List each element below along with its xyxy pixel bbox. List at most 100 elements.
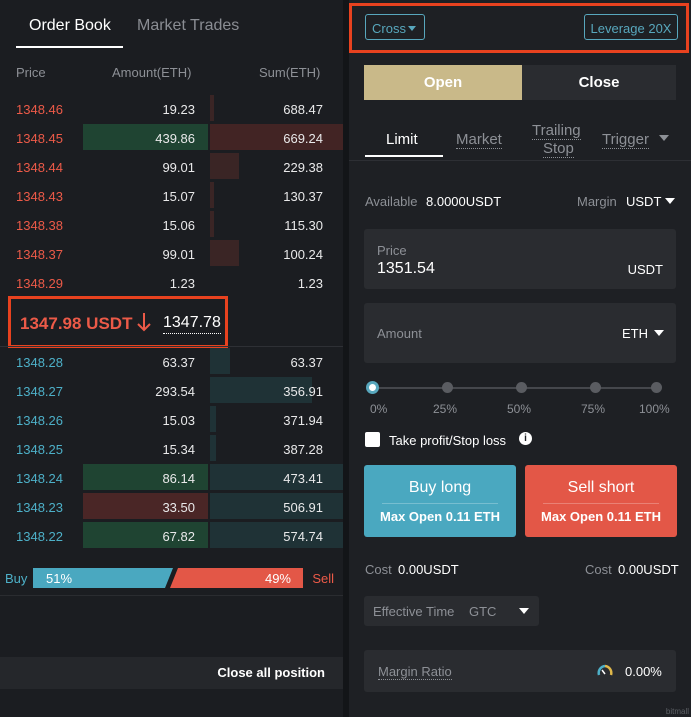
- amount-slider-track[interactable]: [371, 387, 655, 389]
- ask-sum: 130.37: [283, 189, 323, 204]
- tpsl-checkbox[interactable]: [365, 432, 380, 447]
- ask-amount: 15.07: [162, 189, 195, 204]
- bid-row[interactable]: 1348.27 293.54 356.91: [0, 377, 343, 406]
- bid-sum: 473.41: [283, 471, 323, 486]
- ask-row[interactable]: 1348.45 439.86 669.24: [0, 124, 343, 153]
- close-all-position-button[interactable]: Close all position: [217, 665, 325, 680]
- slider-step[interactable]: [442, 382, 453, 393]
- ask-row[interactable]: 1348.29 1.23 1.23: [0, 269, 343, 298]
- ask-sum: 100.24: [283, 247, 323, 262]
- tab-trailing-stop-line2[interactable]: Stop: [543, 140, 574, 158]
- available-label: Available: [365, 194, 418, 209]
- margin-ratio-label[interactable]: Margin Ratio: [378, 664, 452, 680]
- ask-row[interactable]: 1348.44 99.01 229.38: [0, 153, 343, 182]
- bid-sum: 63.37: [290, 355, 323, 370]
- bid-price: 1348.23: [16, 500, 63, 515]
- bid-row[interactable]: 1348.25 15.34 387.28: [0, 435, 343, 464]
- ask-sum: 115.30: [284, 218, 323, 233]
- caret-down-icon: [659, 135, 669, 141]
- ask-amount: 99.01: [162, 247, 195, 262]
- price-input[interactable]: Price 1351.54 USDT: [364, 229, 676, 289]
- ask-price: 1348.29: [16, 276, 63, 291]
- slider-mark: 75%: [581, 402, 606, 416]
- ask-price: 1348.38: [16, 218, 63, 233]
- margin-asset-select[interactable]: USDT: [626, 194, 662, 209]
- sum-depth-bar: [210, 95, 214, 121]
- position-bar: Close all position: [0, 657, 343, 689]
- slider-step[interactable]: [516, 382, 527, 393]
- cost-short-label: Cost: [585, 562, 612, 577]
- ask-row[interactable]: 1348.46 19.23 688.47: [0, 95, 343, 124]
- divider: [0, 595, 343, 596]
- buy-ratio-percent: 51%: [46, 571, 73, 586]
- sum-depth-bar: [210, 182, 214, 208]
- tab-market-trades[interactable]: Market Trades: [137, 17, 240, 34]
- mark-price[interactable]: 1347.78: [163, 314, 221, 334]
- sum-depth-bar: [210, 211, 214, 237]
- watermark: bitmall: [665, 707, 689, 716]
- slider-step[interactable]: [651, 382, 662, 393]
- bid-amount: 15.34: [162, 442, 195, 457]
- divider: [349, 160, 691, 161]
- ask-row[interactable]: 1348.37 99.01 100.24: [0, 240, 343, 269]
- close-tab-button[interactable]: Close: [522, 65, 676, 100]
- ask-price: 1348.37: [16, 247, 63, 262]
- effective-time-value: GTC: [469, 604, 497, 619]
- ask-row[interactable]: 1348.43 15.07 130.37: [0, 182, 343, 211]
- bid-amount: 63.37: [162, 355, 195, 370]
- slider-mark: 50%: [507, 402, 532, 416]
- buy-sell-ratio: Buy 51% 49% Sell: [0, 566, 343, 590]
- sum-depth-bar: [210, 240, 239, 266]
- bid-amount: 67.82: [162, 529, 195, 544]
- ask-sum: 669.24: [283, 131, 323, 146]
- effective-time-select[interactable]: Effective Time GTC: [364, 596, 539, 626]
- bid-row[interactable]: 1348.23 33.50 506.91: [0, 493, 343, 522]
- bid-row[interactable]: 1348.24 86.14 473.41: [0, 464, 343, 493]
- bid-row[interactable]: 1348.22 67.82 574.74: [0, 522, 343, 551]
- margin-leverage-highlight: [349, 3, 689, 53]
- active-tab-indicator: [365, 155, 443, 157]
- ask-amount: 19.23: [162, 102, 195, 117]
- price-label: Price: [377, 243, 407, 258]
- slider-step[interactable]: [590, 382, 601, 393]
- tab-limit[interactable]: Limit: [386, 131, 418, 148]
- info-icon[interactable]: i: [519, 432, 532, 445]
- available-balance: 8.0000USDT: [426, 194, 502, 209]
- buy-long-max-open: Max Open 0.11 ETH: [380, 509, 500, 524]
- order-form-panel: Cross Leverage 20X Open Close Limit Mark…: [349, 0, 691, 717]
- arrow-down-icon: [137, 313, 151, 332]
- bid-row[interactable]: 1348.28 63.37 63.37: [0, 348, 343, 377]
- leverage-button[interactable]: Leverage 20X: [584, 14, 678, 40]
- ask-sum: 1.23: [297, 276, 323, 291]
- margin-mode-label: Cross: [372, 21, 406, 36]
- divider: [543, 503, 659, 504]
- tab-trailing-stop-line1[interactable]: Trailing: [532, 122, 581, 140]
- price-column-header: Price: [16, 65, 46, 80]
- buy-long-button[interactable]: Buy long Max Open 0.11 ETH: [364, 465, 516, 537]
- sell-short-button[interactable]: Sell short Max Open 0.11 ETH: [525, 465, 677, 537]
- amount-input[interactable]: Amount ETH: [364, 303, 676, 363]
- slider-mark: 100%: [639, 402, 670, 416]
- active-tab-indicator: [16, 46, 123, 48]
- caret-down-icon: [519, 608, 529, 614]
- buy-ratio-bar: [33, 568, 173, 588]
- bid-amount: 33.50: [162, 500, 195, 515]
- sum-depth-bar: [210, 406, 216, 432]
- bid-row[interactable]: 1348.26 15.03 371.94: [0, 406, 343, 435]
- amount-unit-select[interactable]: ETH: [622, 326, 648, 341]
- bid-amount: 15.03: [162, 413, 195, 428]
- cost-long-value: 0.00USDT: [398, 562, 459, 577]
- tab-trigger[interactable]: Trigger: [602, 131, 649, 149]
- ask-row[interactable]: 1348.38 15.06 115.30: [0, 211, 343, 240]
- order-book-panel: Order Book Market Trades Price Amount(ET…: [0, 0, 343, 717]
- ask-amount: 1.23: [169, 276, 195, 291]
- sum-column-header: Sum(ETH): [259, 65, 321, 80]
- tab-order-book[interactable]: Order Book: [29, 17, 111, 34]
- tab-market[interactable]: Market: [456, 131, 502, 149]
- slider-handle[interactable]: [366, 381, 379, 394]
- margin-mode-select[interactable]: Cross: [365, 14, 425, 40]
- open-tab-button[interactable]: Open: [364, 65, 522, 100]
- bid-sum: 371.94: [283, 413, 323, 428]
- slider-mark: 0%: [370, 402, 388, 416]
- bid-sum: 356.91: [283, 384, 323, 399]
